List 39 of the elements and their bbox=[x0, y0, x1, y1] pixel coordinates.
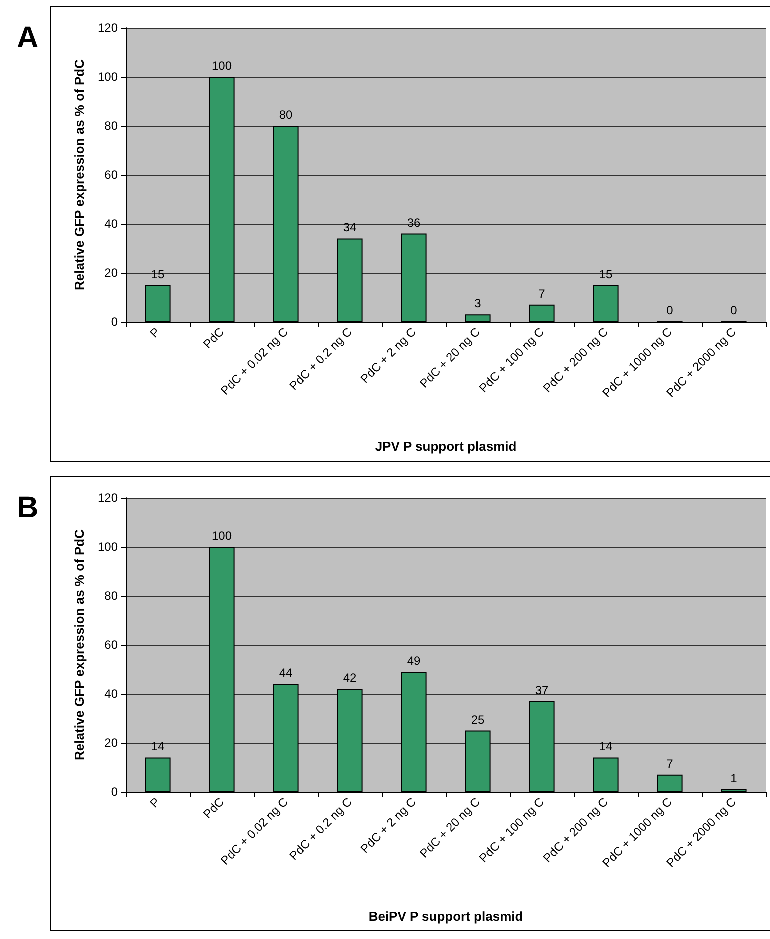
data-label: 0 bbox=[730, 304, 738, 318]
y-tick-label: 120 bbox=[98, 21, 118, 35]
y-tick-label: 20 bbox=[104, 266, 118, 280]
y-tick-label: 60 bbox=[104, 638, 118, 652]
data-label: 7 bbox=[538, 286, 546, 301]
data-label: 80 bbox=[279, 108, 293, 122]
y-tick-label: 100 bbox=[98, 70, 118, 84]
y-tick-label: 40 bbox=[104, 686, 118, 700]
data-label: 0 bbox=[666, 304, 674, 318]
y-axis-title: Relative GFP expression as % of PdC bbox=[72, 58, 87, 290]
chart-title: B bbox=[17, 491, 39, 524]
data-label: 49 bbox=[407, 653, 421, 668]
data-label: 44 bbox=[279, 666, 293, 680]
data-label: 100 bbox=[212, 528, 232, 542]
chart-title: A bbox=[17, 22, 39, 54]
x-axis-title: BeiPV P support plasmid bbox=[368, 908, 524, 924]
data-label: 42 bbox=[343, 670, 357, 685]
y-axis-title: Relative GFP expression as % of PdC bbox=[72, 528, 87, 760]
data-label: 3 bbox=[474, 296, 482, 311]
y-tick-label: 20 bbox=[104, 736, 118, 750]
y-tick-label: 40 bbox=[104, 217, 118, 231]
y-tick-label: 120 bbox=[98, 490, 118, 504]
x-tick-label: PdC bbox=[200, 324, 228, 352]
data-label: 25 bbox=[471, 712, 485, 726]
y-tick-label: 60 bbox=[104, 168, 118, 182]
y-tick-label: 80 bbox=[104, 588, 118, 602]
y-tick-label: 80 bbox=[104, 119, 118, 133]
data-label: 1 bbox=[730, 771, 738, 786]
x-tick-label: PdC bbox=[200, 794, 228, 821]
x-tick-label: P bbox=[147, 325, 163, 341]
data-label: 7 bbox=[666, 756, 674, 770]
x-axis-title: JPV P support plasmid bbox=[375, 439, 517, 454]
data-label: 100 bbox=[212, 59, 232, 73]
x-tick-label: P bbox=[147, 794, 163, 810]
data-label: 34 bbox=[343, 220, 357, 235]
y-tick-label: 0 bbox=[111, 315, 118, 329]
y-tick-label: 0 bbox=[111, 784, 118, 798]
y-tick-label: 100 bbox=[98, 540, 118, 554]
data-label: 37 bbox=[535, 682, 549, 697]
